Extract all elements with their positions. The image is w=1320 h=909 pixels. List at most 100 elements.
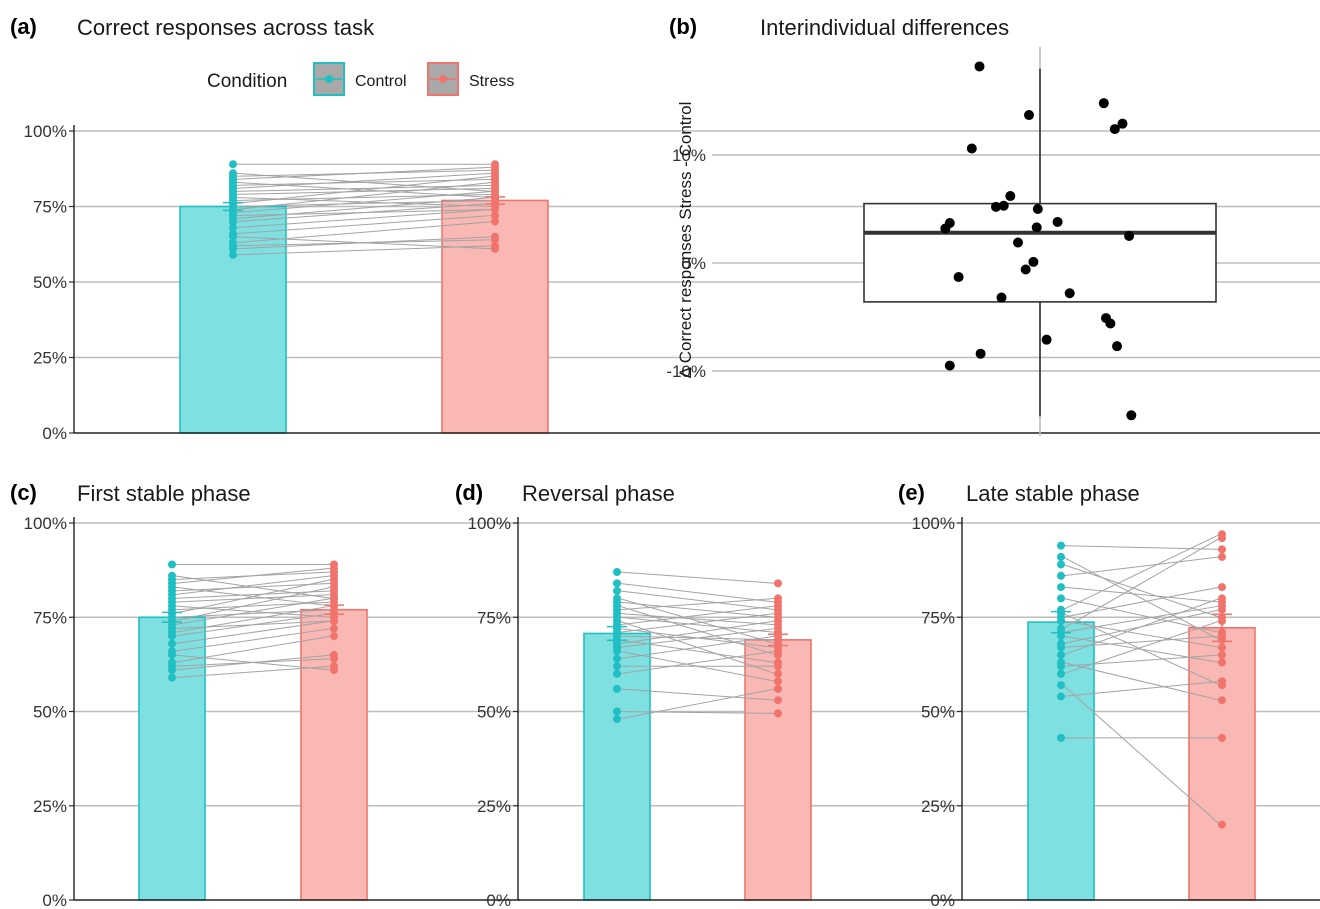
difference-point [1124,231,1135,241]
difference-point [1117,118,1128,129]
pair-line-a [234,172,494,192]
y-tick-label-e: 100% [912,514,955,533]
pair-line-e [1062,556,1221,641]
y-tick-label-d: 50% [477,703,511,722]
point-stress-d [774,628,782,637]
difference-point [1032,204,1043,214]
panel-tag-d: (d) [455,480,483,505]
point-stress-d [774,605,782,614]
pair-line-a [234,221,494,244]
pair-line-a [234,245,494,256]
difference-point [944,360,955,371]
panel-title-d: Reversal phase [522,481,675,506]
y-tick-label-a: 50% [33,273,67,292]
panel-e: 0% 25% 50% 75% 100% (e) Late stable phase [898,480,1320,909]
difference-point [991,201,1001,212]
pair-line-e [1062,654,1221,667]
point-stress-a [491,193,499,202]
pair-line-c [173,590,333,599]
point-control-c [168,647,176,656]
point-stress-e [1218,733,1226,742]
pair-line-e [1062,586,1221,618]
pair-line-d [618,688,777,701]
y-tick-label-c: 0% [42,891,67,909]
point-control-d [613,654,621,663]
y-tick-label-a: 0% [42,424,67,443]
point-control-e [1057,583,1065,592]
pair-line-a [234,196,494,207]
difference-point [975,348,986,359]
pair-line-e [1062,556,1221,577]
y-tick-label-e: 25% [921,797,955,816]
pair-line-d [618,612,777,633]
pair-line-a [234,199,494,207]
point-stress-a [491,181,499,190]
pair-line-e [1062,545,1221,550]
difference-point [953,272,964,283]
point-stress-e [1218,643,1226,652]
point-stress-e [1218,820,1226,829]
point-control-e [1057,639,1065,648]
pair-line-d [618,711,777,714]
point-control-e [1057,541,1065,550]
point-control-e [1057,733,1065,742]
point-control-c [168,673,176,682]
point-stress-d [774,579,782,588]
difference-point [1024,110,1034,121]
pair-line-d [618,605,777,626]
point-control-a [229,160,237,169]
pair-line-c [173,571,333,581]
pair-line-c [173,601,333,611]
pair-line-a [234,196,494,220]
panel-tag-e: (e) [898,480,925,505]
difference-point [1098,98,1109,109]
point-stress-d [774,598,782,607]
point-stress-a [491,235,499,244]
point-stress-c [330,568,338,577]
pair-line-e [1062,613,1221,686]
y-tick-label-d: 75% [477,608,511,627]
pair-line-e [1062,563,1221,618]
box-iqr [863,202,1217,303]
point-stress-d [774,639,782,648]
point-control-e [1057,560,1065,569]
y-tick-label-d: 25% [477,797,511,816]
y-tick-label-e: 75% [921,608,955,627]
point-stress-d [774,684,782,693]
point-stress-c [330,624,338,633]
pair-line-c [173,609,333,618]
point-control-d [613,568,621,577]
pair-line-c [173,654,333,671]
difference-point [1064,288,1075,299]
y-tick-label-d: 100% [468,514,511,533]
point-control-d [613,662,621,671]
point-stress-a [491,160,499,169]
pair-line-e [1062,662,1221,701]
point-control-e [1057,605,1065,614]
panel-title-e: Late stable phase [966,481,1140,506]
point-stress-d [774,696,782,705]
y-tick-label-c: 50% [33,703,67,722]
pair-line-d [618,620,777,645]
point-control-a [229,250,237,259]
point-stress-e [1218,658,1226,667]
pair-line-e [1062,620,1221,675]
point-stress-c [330,586,338,595]
point-stress-d [774,709,782,718]
pair-line-e [1062,605,1221,633]
point-control-d [613,707,621,716]
difference-point [1013,237,1023,248]
point-stress-a [491,175,499,184]
panel-tag-b: (b) [669,14,697,39]
y-tick-label-c: 25% [33,797,67,816]
point-stress-a [491,211,499,220]
pair-line-c [173,586,333,607]
point-stress-e [1218,628,1226,637]
difference-point [940,223,951,234]
pair-line-a [234,181,494,198]
point-stress-e [1218,583,1226,592]
pair-line-c [173,628,333,652]
panel-title-b: Interindividual differences [760,15,1009,40]
pair-line-c [173,620,333,645]
y-tick-label-b: 10% [672,146,706,165]
